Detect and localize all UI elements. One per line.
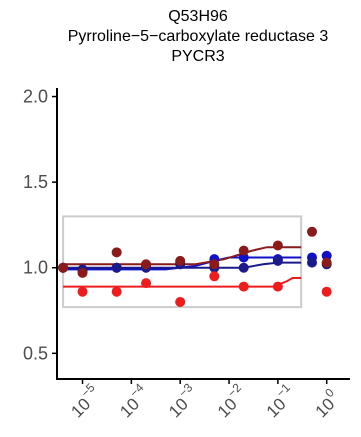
- data-point-s2-8: [272, 255, 283, 266]
- data-point-s3-6: [209, 259, 220, 270]
- data-point-s4-6: [238, 281, 249, 292]
- data-point-s3-5: [175, 255, 186, 266]
- x-tick-label-base-6: 10: [312, 394, 339, 421]
- x-tick-label-base-1: 10: [67, 394, 94, 421]
- title-line-2: Pyrroline−5−carboxylate reductase 3: [68, 28, 329, 45]
- data-point-s4-5: [209, 271, 220, 282]
- data-point-s3-8: [272, 240, 283, 251]
- fit-curve-3: [63, 246, 302, 266]
- data-point-s3-2: [77, 267, 88, 278]
- data-point-s3-9: [307, 226, 318, 237]
- data-point-s4-7: [272, 281, 283, 292]
- title-line-1: Q53H96: [168, 8, 228, 25]
- x-tick-label-4: 10−2: [214, 380, 244, 421]
- data-point-s2-3: [111, 262, 122, 273]
- data-point-s4-3: [141, 278, 152, 289]
- data-point-s3-7: [238, 245, 249, 256]
- data-point-s4-8: [321, 286, 332, 297]
- data-point-s4-1: [77, 286, 88, 297]
- x-tick-label-5: 10−1: [263, 380, 293, 421]
- x-tick-label-1: 10−5: [67, 380, 97, 421]
- data-point-s1-7: [238, 252, 249, 263]
- x-tick-label-base-3: 10: [165, 394, 192, 421]
- data-point-s3-1: [58, 262, 69, 273]
- data-point-s4-2: [111, 286, 122, 297]
- x-tick-label-base-4: 10: [214, 394, 241, 421]
- x-tick-label-base-5: 10: [263, 394, 290, 421]
- data-point-s3-10: [321, 257, 332, 268]
- y-tick-label-4: 2.0: [23, 87, 48, 107]
- title-line-3: PYCR3: [171, 48, 224, 65]
- x-tick-label-6: 100: [312, 385, 339, 421]
- data-point-s2-9: [307, 257, 318, 268]
- y-tick-label-3: 1.5: [23, 172, 48, 192]
- x-tick-label-2: 10−4: [116, 380, 146, 421]
- data-point-s3-3: [111, 247, 122, 258]
- x-tick-label-3: 10−3: [165, 380, 195, 421]
- data-point-s3-4: [141, 259, 152, 270]
- x-tick-label-base-2: 10: [116, 394, 143, 421]
- data-point-s4-4: [175, 296, 186, 307]
- data-point-s1-10: [321, 250, 332, 261]
- data-point-s2-7: [238, 262, 249, 273]
- y-tick-label-1: 0.5: [23, 343, 48, 363]
- chart-title: Q53H96 Pyrroline−5−carboxylate reductase…: [68, 8, 329, 65]
- fit-curve-4: [63, 277, 302, 288]
- plot-area: [58, 215, 332, 309]
- y-tick-label-2: 1.0: [23, 258, 48, 278]
